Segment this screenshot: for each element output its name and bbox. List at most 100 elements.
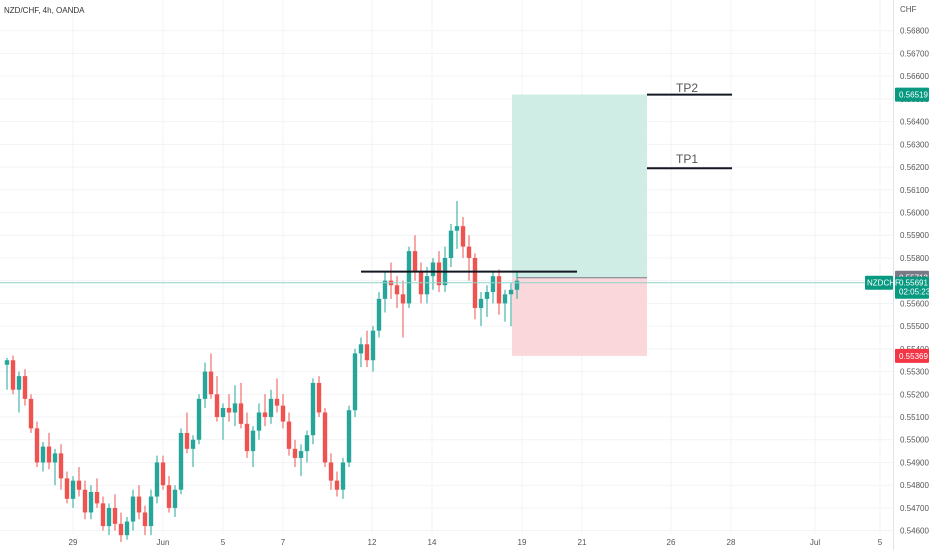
candles	[4, 201, 520, 542]
candle-body	[328, 462, 334, 481]
candle-body	[454, 226, 460, 231]
candle-body	[406, 251, 412, 304]
candle-body	[358, 344, 364, 354]
stop-price-label: 0.55369	[899, 352, 928, 361]
candle-body	[496, 276, 502, 304]
loss-zone	[512, 277, 647, 356]
candle-body	[88, 492, 94, 513]
candle-body	[94, 492, 100, 504]
tp2-price-label-bg	[895, 87, 929, 102]
candle-body	[16, 376, 22, 390]
candle-body	[100, 503, 106, 527]
candle-body	[52, 453, 58, 463]
x-tick-label: 26	[667, 538, 676, 547]
y-tick-label: 0.55200	[900, 390, 929, 399]
candle-body	[118, 523, 124, 536]
x-tick-label: 7	[281, 538, 286, 547]
candle-body	[76, 480, 82, 490]
candle-body	[466, 246, 472, 258]
y-tick-label: 0.56400	[900, 118, 929, 127]
candle-body	[352, 353, 358, 411]
candle-body	[112, 507, 118, 524]
candle-body	[412, 251, 418, 272]
y-tick-label: 0.54800	[900, 481, 929, 490]
candle-body	[220, 407, 226, 418]
y-tick-label: 0.56200	[900, 163, 929, 172]
y-tick-label: 0.54700	[900, 504, 929, 513]
candle-body	[292, 448, 298, 458]
candle-body	[514, 280, 520, 290]
candle-body	[238, 403, 244, 424]
candle-body	[430, 262, 436, 277]
candle-body	[346, 410, 352, 463]
candle-body	[166, 485, 172, 508]
candle-body	[28, 398, 34, 429]
candle-body	[46, 446, 52, 463]
candle-body	[34, 428, 40, 463]
grid	[0, 0, 893, 534]
currency-label: CHF	[900, 5, 917, 14]
y-tick-label: 0.55900	[900, 231, 929, 240]
candle-body	[370, 330, 376, 361]
x-tick-label: 14	[428, 538, 437, 547]
candle-body	[490, 276, 496, 293]
y-tick-label: 0.55000	[900, 436, 929, 445]
candle-body	[376, 298, 382, 331]
candle-body	[40, 446, 46, 463]
candle-body	[208, 371, 214, 395]
tp2-price-label: 0.56519	[899, 91, 928, 100]
y-tick-label: 0.56000	[900, 209, 929, 218]
candle-body	[382, 280, 388, 299]
y-tick-label: 0.54600	[900, 527, 929, 536]
tp2-label: TP2	[676, 81, 698, 95]
x-tick-label: Jun	[157, 538, 170, 547]
candle-body	[424, 276, 430, 295]
y-tick-label: 0.54900	[900, 458, 929, 467]
candle-body	[178, 432, 184, 490]
candle-body	[334, 480, 340, 490]
candle-body	[154, 462, 160, 497]
candle-body	[58, 453, 64, 479]
candle-body	[70, 480, 76, 499]
candle-body	[82, 489, 88, 513]
candle-body	[502, 294, 508, 304]
x-tick-label: 29	[69, 538, 78, 547]
y-tick-label: 0.55600	[900, 299, 929, 308]
candle-body	[256, 412, 262, 431]
candle-body	[244, 423, 250, 452]
candle-body	[64, 478, 70, 499]
candle-body	[508, 289, 514, 295]
candle-body	[148, 496, 154, 527]
candle-body	[460, 226, 466, 247]
candle-body	[286, 421, 292, 449]
trade-zones	[512, 94, 647, 356]
candle-body	[400, 294, 406, 304]
candle-body	[196, 398, 202, 440]
candle-body	[316, 382, 322, 413]
candle-body	[172, 489, 178, 508]
y-tick-label: 0.55500	[900, 322, 929, 331]
candle-body	[274, 398, 280, 406]
x-tick-label: 12	[368, 538, 377, 547]
candle-body	[142, 512, 148, 527]
candle-body	[130, 496, 136, 522]
y-tick-label: 0.56100	[900, 186, 929, 195]
tp1-label: TP1	[676, 152, 698, 166]
candle-body	[322, 412, 328, 463]
chart-title: NZD/CHF, 4h, OANDA	[4, 6, 85, 15]
last-price-label: 0.55691	[899, 279, 928, 288]
x-axis: 29 Jun 5 7 12 14 19 21 26 28 Jul 5	[69, 538, 883, 547]
y-tick-label: 0.55100	[900, 413, 929, 422]
candle-body	[160, 462, 166, 486]
price-labels: 0.565190.557130.553690.5569102:05:23NZDC…	[865, 87, 931, 363]
y-tick-label: 0.56300	[900, 140, 929, 149]
candle-body	[136, 496, 142, 513]
symbol-tag: NZDCHF	[867, 279, 900, 288]
y-tick-label: 0.56800	[900, 27, 929, 36]
candle-body	[190, 439, 196, 449]
candle-body	[202, 371, 208, 399]
candle-body	[448, 230, 454, 258]
profit-zone	[512, 94, 647, 278]
candle-body	[214, 394, 220, 418]
